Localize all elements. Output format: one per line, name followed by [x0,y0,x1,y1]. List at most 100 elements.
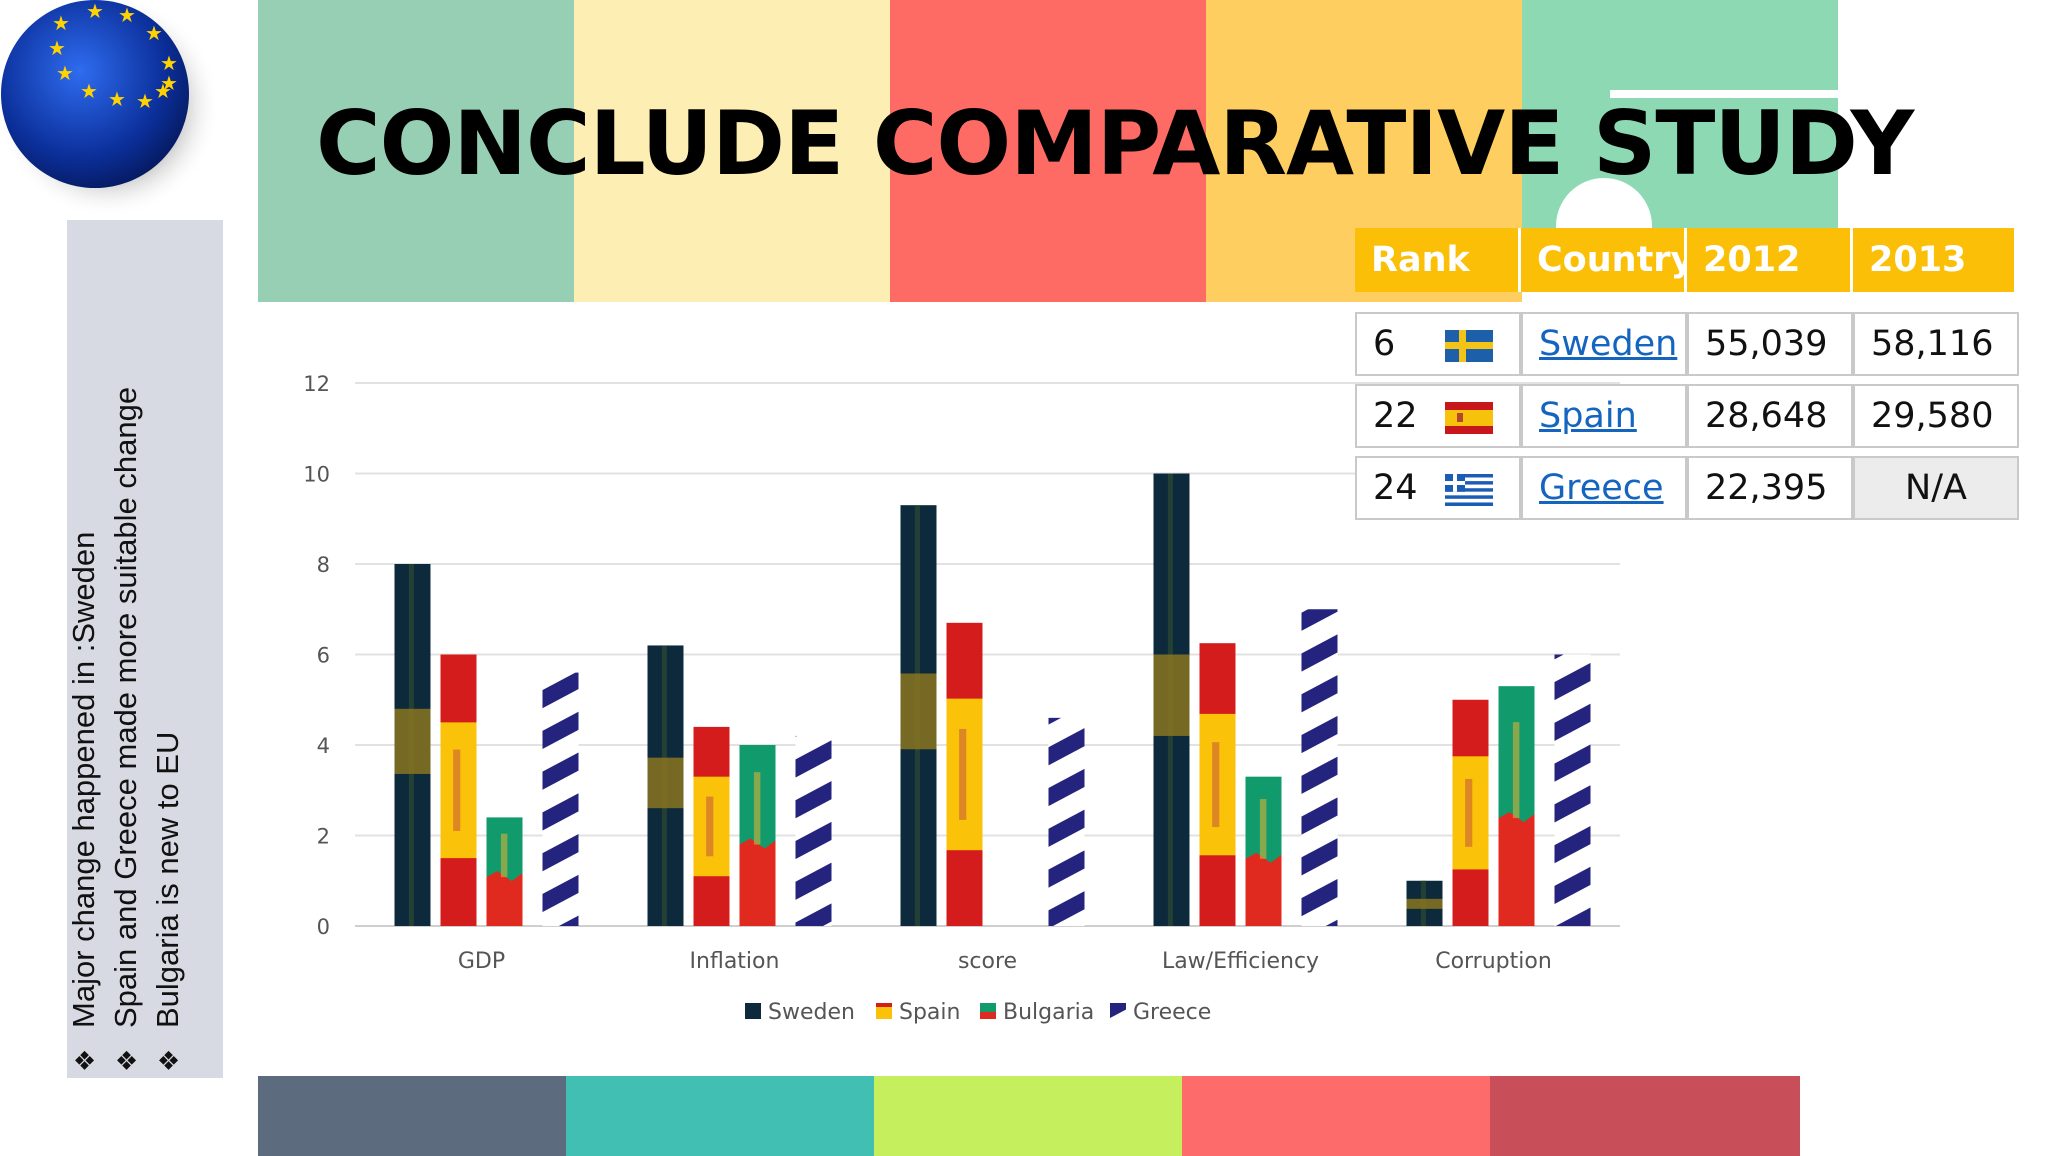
bar-spain-score [946,622,983,926]
y-tick-label: 10 [303,463,330,487]
x-tick-label: Corruption [1435,949,1552,974]
svg-text:★: ★ [136,89,154,113]
bar-greece-corruption [1554,654,1591,926]
bar-bulgaria-red-band [1498,812,1535,926]
country-link[interactable]: Sweden [1539,324,1678,364]
header-country: Country [1521,228,1693,292]
bar-bulgaria-law-efficiency [1245,776,1282,926]
header-stripe-3 [890,0,1206,302]
bar-sweden-score [900,505,937,926]
header-stripe-2 [574,0,890,302]
bar-sweden-gdp [394,564,431,926]
svg-text:★: ★ [118,3,136,27]
bar-spain-law-efficiency [1199,643,1236,926]
bar-greece-score [1048,717,1085,926]
rank-cell: 24 [1355,456,1521,520]
bar-bulgaria-emblem [753,772,761,845]
bar-sweden-inflation [647,645,684,926]
footer-stripe-2 [566,1076,874,1156]
value-2013-cell-text: 58,116 [1871,324,1994,364]
footer-stripe-3 [874,1076,1182,1156]
value-2012-cell: 22,395 [1687,456,1853,520]
bar-sweden-corruption [1406,880,1443,926]
svg-text:★: ★ [86,0,104,23]
bar-bulgaria-red-band [1245,852,1282,926]
bar-bulgaria-corruption [1498,686,1535,926]
x-axis-labels: GDP Inflation score Law/Efficiency Corruptio… [458,949,1552,974]
y-tick-label: 6 [317,644,330,668]
chart-legend: Sweden Spain Bulgaria Greece [745,1000,1211,1025]
country-link[interactable]: Spain [1539,396,1637,436]
y-tick-label: 4 [317,734,330,758]
y-axis-ticks: 0 2 4 6 8 10 12 [303,372,330,939]
header-2013: 2013 [1853,228,2017,292]
rank-cell-text: 24 [1373,468,1418,508]
bar-bulgaria-emblem [1259,799,1267,859]
y-tick-label: 0 [317,915,330,939]
bar-spain-corruption [1452,699,1489,926]
value-2013-cell: N/A [1853,456,2019,520]
bar-spain-emblem [1465,778,1473,847]
bar-greece [542,672,579,926]
value-2012-cell-text: 22,395 [1705,468,1828,508]
country-cell[interactable]: Spain [1521,384,1687,448]
bar-sweden-cross-horizontal [647,757,684,809]
footer-stripe-5 [1490,1076,1800,1156]
y-tick-label: 2 [317,825,330,849]
svg-text:★: ★ [56,61,74,85]
bar-greece [1301,609,1338,926]
spain-flag-icon [1445,402,1493,434]
svg-text:★: ★ [145,21,163,45]
x-tick-label: GDP [458,949,505,974]
header-2012: 2012 [1687,228,1853,292]
value-2012-cell: 55,039 [1687,312,1853,376]
country-link[interactable]: Greece [1539,468,1664,508]
svg-text:★: ★ [160,71,178,95]
rank-cell: 6 [1355,312,1521,376]
legend-label-greece: Greece [1133,1000,1211,1025]
value-2013-cell-text: N/A [1905,468,1967,508]
bar-spain-gdp [440,654,477,926]
legend-swatch-spain-red [876,1003,892,1007]
bar-spain-emblem [706,796,714,857]
footer-stripe-4 [1182,1076,1490,1156]
bar-greece [795,735,832,926]
header-stripe-1 [258,0,574,302]
bar-spain-inflation [693,726,730,926]
header-rank: Rank [1355,228,1521,292]
bar-bulgaria-red-band [486,871,523,926]
bar-sweden-law-efficiency [1153,473,1190,926]
svg-text:★: ★ [108,87,126,111]
footer-stripe-1 [258,1076,566,1156]
rank-cell: 22 [1355,384,1521,448]
value-2013-cell: 58,116 [1853,312,2019,376]
value-2012-cell-text: 28,648 [1705,396,1828,436]
value-2013-cell-text: 29,580 [1871,396,1994,436]
bar-bulgaria-emblem [500,833,508,878]
legend-label-bulgaria: Bulgaria [1003,1000,1094,1025]
y-tick-label: 8 [317,553,330,577]
chart-bars [394,473,1591,926]
legend-swatch-greece [1110,1003,1126,1019]
bar-greece-gdp [542,672,579,926]
rank-cell-text: 22 [1373,396,1418,436]
svg-text:★: ★ [154,79,172,103]
value-2012-cell-text: 55,039 [1705,324,1828,364]
bar-spain-emblem [959,728,967,820]
bar-bulgaria-red-band [739,838,776,926]
eu-globe-logo: ★ ★ ★ ★★★ ★★★ ★★★ [0,0,220,218]
svg-text:★: ★ [80,79,98,103]
country-cell[interactable]: Sweden [1521,312,1687,376]
bar-bulgaria-inflation [739,745,776,926]
notes-panel [67,220,223,1078]
country-cell[interactable]: Greece [1521,456,1687,520]
svg-text:★: ★ [48,36,66,60]
bar-spain-emblem [453,749,461,831]
bar-greece-law-efficiency [1301,609,1338,926]
bar-greece [1048,717,1085,926]
svg-text:★: ★ [52,11,70,35]
bar-sweden-cross-horizontal [1406,898,1443,909]
legend-label-sweden: Sweden [768,1000,855,1025]
bar-bulgaria-emblem [1512,722,1520,819]
